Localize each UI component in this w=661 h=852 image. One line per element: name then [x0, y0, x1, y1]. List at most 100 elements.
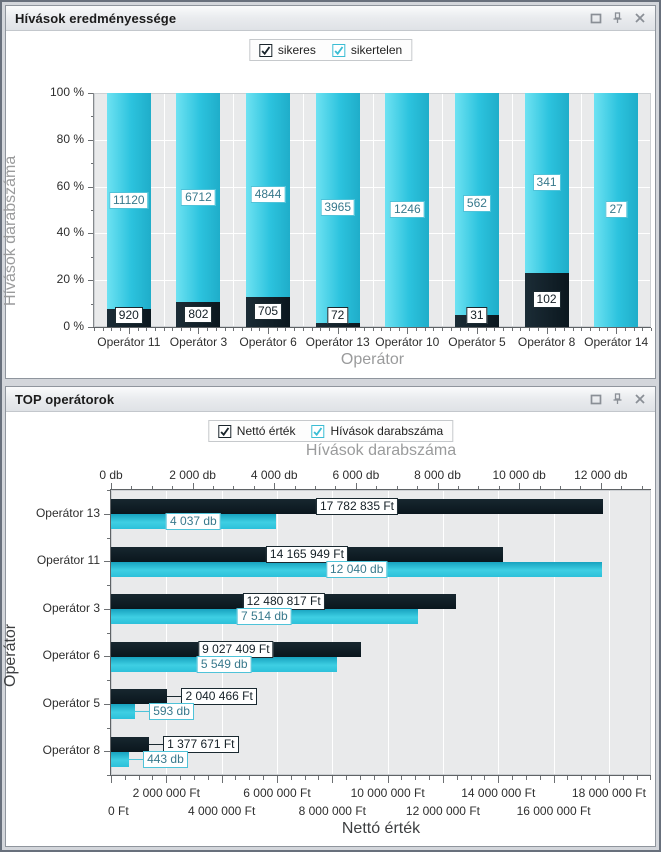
bar-h-v-sok-darabsz-ma-oper-tor-5[interactable]: [111, 704, 135, 719]
panel-splitter[interactable]: [5, 379, 656, 386]
gridline-x: [163, 94, 165, 326]
panel-call-effectiveness-titlebar[interactable]: Hívások eredményessége: [6, 6, 655, 31]
x-tick-minor: [468, 328, 470, 331]
value-label-sikeres: 72: [327, 307, 349, 324]
bottom-axis-tick-minor: [415, 776, 417, 780]
y-tick-major: [104, 751, 111, 753]
gridline-x: [553, 491, 555, 774]
panel-top-operators-titlebar[interactable]: TOP operátorok: [6, 387, 655, 412]
y-tick: [91, 163, 94, 165]
pin-icon[interactable]: [608, 391, 627, 408]
pin-icon[interactable]: [608, 10, 627, 27]
x-tick-minor: [642, 328, 644, 331]
gridline-x: [581, 94, 583, 326]
top-axis-tick-minor: [559, 486, 561, 490]
value-label-sikertelen: 562: [462, 195, 491, 212]
bottom-axis-tick-minor: [193, 776, 195, 780]
bottom-axis-tick: [276, 776, 278, 783]
close-icon[interactable]: [630, 391, 649, 408]
gridline-x: [276, 491, 278, 774]
top-axis-tick: [600, 483, 602, 490]
checkbox-nett-rt-k[interactable]: [217, 424, 231, 438]
x-tick-minor: [363, 328, 365, 331]
y-tick: [91, 256, 94, 258]
bottom-axis-tick-minor: [636, 776, 638, 780]
bar-sikeres-oper-tor-13[interactable]: [315, 323, 360, 327]
top-axis-tick-minor: [417, 486, 419, 490]
x-tick-minor: [224, 328, 226, 331]
close-icon[interactable]: [630, 10, 649, 27]
top-axis-tick-label: 2 000 db: [169, 468, 216, 482]
x-tick-minor: [494, 328, 496, 331]
bottom-axis-tick-minor: [207, 776, 209, 780]
bottom-axis-tick-minor: [512, 776, 514, 780]
top-axis-tick: [437, 483, 439, 490]
checkbox-sikeres[interactable]: [258, 43, 272, 57]
top-axis-tick-label: 10 000 db: [492, 468, 546, 482]
x-tick-minor: [120, 328, 122, 331]
value-label-nett-rt-k: 2 040 466 Ft: [181, 688, 257, 705]
top-axis-tick-minor: [498, 486, 500, 490]
x-tick-minor: [633, 328, 635, 331]
x-tick-minor: [276, 328, 278, 331]
bottom-axis-tick: [166, 776, 168, 783]
bottom-axis-tick-minor: [290, 776, 292, 780]
bottom-axis-tick-label: 2 000 000 Ft: [132, 786, 200, 800]
x-tick-major: [198, 328, 200, 334]
bottom-axis-tick-minor: [456, 776, 458, 780]
bottom-axis-tick-label: 14 000 000 Ft: [461, 786, 536, 800]
bottom-axis-tick: [111, 776, 112, 783]
value-label-sikertelen: 4844: [250, 186, 286, 203]
y-axis-line: [110, 489, 111, 776]
bottom-axis-tick-minor: [180, 776, 182, 780]
x-axis-line: [93, 327, 651, 328]
label-connector: [149, 743, 164, 745]
x-tick-minor: [111, 328, 113, 331]
value-label-h-v-sok-darabsz-ma: 5 549 db: [196, 655, 252, 673]
bottom-axis-tick-label: 10 000 000 Ft: [350, 786, 425, 800]
gridline-x: [498, 491, 500, 774]
legend-item-sikeres[interactable]: sikeres: [258, 43, 316, 57]
legend-item-sikertelen[interactable]: sikertelen: [331, 43, 402, 57]
top-axis-title: Hívások darabszáma: [305, 442, 457, 459]
x-tick-minor: [416, 328, 418, 331]
maximize-icon[interactable]: [586, 10, 605, 27]
bottom-axis-tick-minor: [525, 776, 527, 780]
x-tick-minor: [94, 328, 95, 331]
value-label-nett-rt-k: 17 782 835 Ft: [315, 498, 398, 515]
legend-item-nett-rt-k[interactable]: Nettó érték: [217, 424, 295, 438]
x-tick-major: [546, 328, 548, 334]
value-label-nett-rt-k: 1 377 671 Ft: [163, 735, 239, 753]
x-category-label: Operátor 3: [169, 335, 228, 349]
top-axis-tick-minor: [172, 486, 174, 490]
top-axis-tick-label: 12 000 db: [574, 468, 628, 482]
bottom-axis-tick-minor: [484, 776, 486, 780]
x-tick-minor: [381, 328, 383, 331]
x-tick-minor: [651, 328, 652, 331]
bottom-axis-line: [110, 775, 651, 776]
bar-h-v-sok-darabsz-ma-oper-tor-8[interactable]: [111, 751, 129, 767]
legend-item-h-v-sok-darabsz-ma[interactable]: Hívások darabszáma: [311, 424, 443, 438]
top-axis-tick-label: 6 000 db: [332, 468, 380, 482]
y-tick: [88, 93, 94, 94]
maximize-icon[interactable]: [586, 391, 605, 408]
y-tick-label: 100 %: [49, 85, 84, 99]
x-tick-minor: [485, 328, 487, 331]
y-tick-major: [104, 513, 111, 515]
checkbox-sikertelen[interactable]: [331, 43, 345, 57]
checkbox-h-v-sok-darabsz-ma[interactable]: [311, 424, 325, 438]
label-connector: [167, 696, 182, 697]
plot-area: [111, 490, 651, 775]
bar-nett-rt-k-oper-tor-5[interactable]: [111, 689, 167, 704]
x-tick-minor: [590, 328, 592, 331]
x-tick-minor: [311, 328, 313, 331]
x-tick-minor: [294, 328, 296, 331]
value-label-sikeres: 705: [254, 303, 283, 320]
top-axis-tick-label: 0 db: [99, 468, 123, 482]
y-tick-minor: [107, 490, 111, 491]
panel-call-effectiveness: Hívások eredményessége sikeres sikertelen…: [2, 5, 656, 379]
bottom-axis-tick-minor: [318, 776, 320, 780]
bar-nett-rt-k-oper-tor-8[interactable]: [111, 736, 149, 752]
x-tick-minor: [172, 328, 174, 331]
y-axis-line: [93, 93, 94, 328]
